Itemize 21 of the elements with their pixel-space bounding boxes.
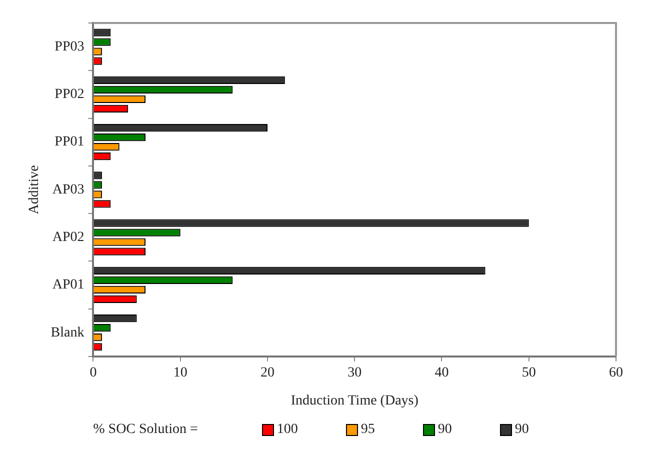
x-tick-label: 30 <box>348 365 362 380</box>
x-tick-label: 40 <box>434 365 449 380</box>
x-tick-label: 50 <box>522 365 536 380</box>
y-tick-label: PP03 <box>54 39 84 54</box>
y-tick-label: AP02 <box>52 230 84 245</box>
y-tick-label: PP01 <box>54 134 84 150</box>
x-tick-label: 0 <box>90 365 97 380</box>
legend-title: % SOC Solution = <box>93 422 198 438</box>
y-tick-label: AP03 <box>52 182 84 198</box>
y-tick-label: PP02 <box>54 87 84 102</box>
x-tick-label: 60 <box>609 365 623 380</box>
legend-label: 100 <box>276 422 298 438</box>
legend-label: 90 <box>438 422 452 438</box>
y-axis-title: Additive <box>27 165 42 214</box>
y-tick-label: AP01 <box>52 278 84 293</box>
legend-label: 90 <box>514 422 529 438</box>
x-tick-label: 20 <box>260 365 274 380</box>
x-axis-title: Induction Time (Days) <box>290 393 419 408</box>
legend-label: 95 <box>360 422 375 438</box>
x-tick-label: 10 <box>173 365 188 380</box>
y-tick-label: Blank <box>50 325 84 340</box>
